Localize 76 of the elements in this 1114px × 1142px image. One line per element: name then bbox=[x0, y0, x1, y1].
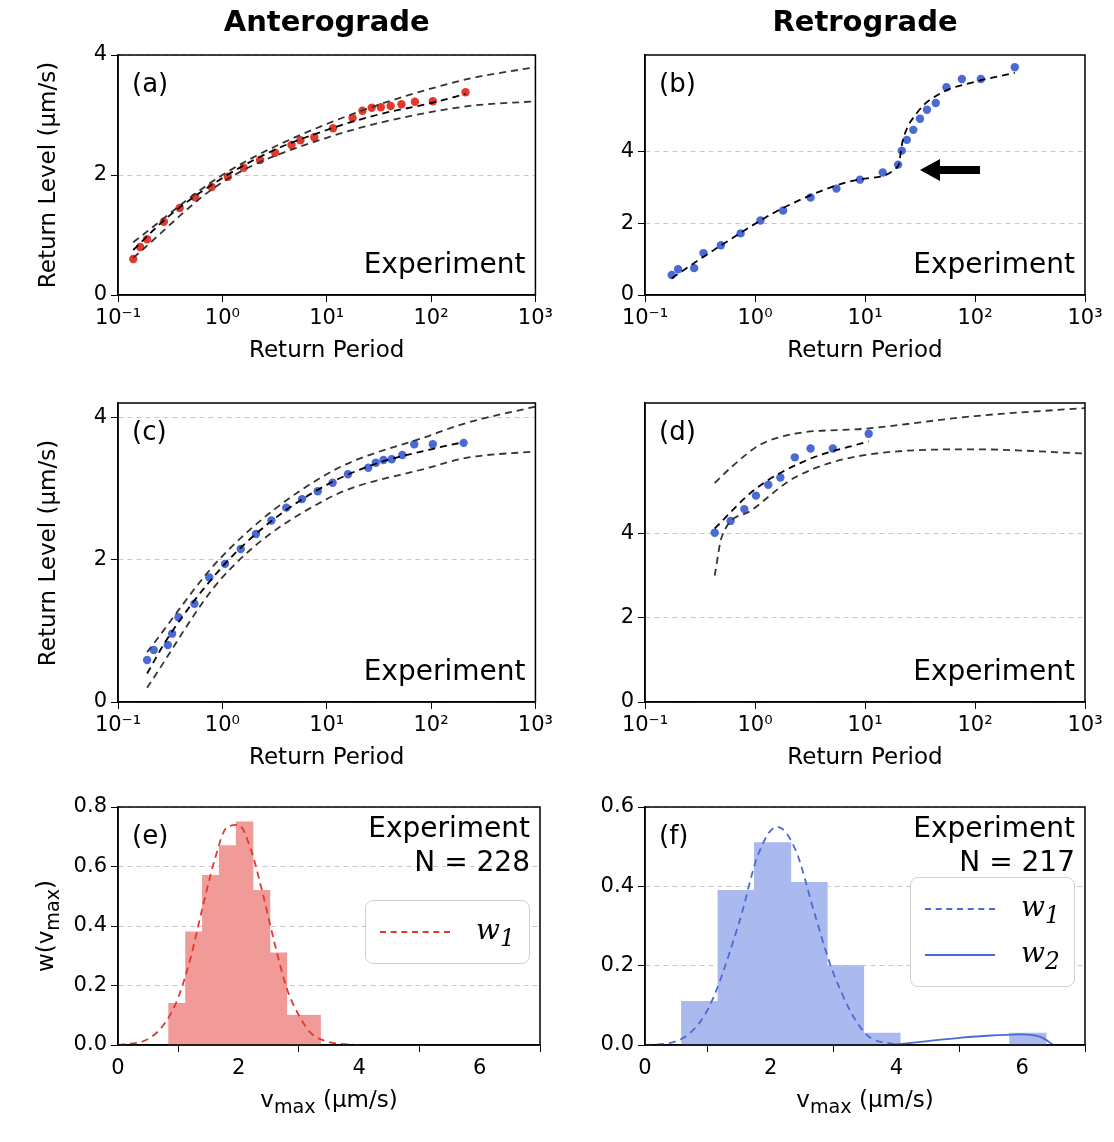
x-tick-label: 4 bbox=[889, 1055, 904, 1080]
annotation: N = 228 bbox=[414, 845, 530, 878]
annotation: Experiment bbox=[368, 811, 530, 844]
x-tick-label: 4 bbox=[352, 1055, 366, 1080]
x-tick-label: 10² bbox=[413, 305, 449, 330]
x-tick-label: 10³ bbox=[1067, 712, 1103, 737]
chart-title: Anterograde bbox=[223, 4, 430, 38]
x-tick-label: 6 bbox=[473, 1055, 487, 1080]
y-tick-label: 0.4 bbox=[73, 912, 107, 937]
x-tick-label: 10¹ bbox=[309, 305, 345, 330]
x-tick-label: 10³ bbox=[517, 305, 553, 330]
x-tick-label: 6 bbox=[1015, 1055, 1029, 1080]
x-tick-label: 0 bbox=[638, 1055, 652, 1080]
annotation: (e) bbox=[132, 820, 169, 850]
y-axis-title: Return Level (μm/s) bbox=[34, 61, 61, 289]
annotation: Experiment bbox=[913, 247, 1075, 280]
y-tick-label: 0.6 bbox=[600, 793, 634, 818]
x-tick-label: 10⁰ bbox=[737, 712, 773, 737]
annotation: (b) bbox=[659, 68, 696, 98]
chart-title: Retrograde bbox=[772, 4, 958, 38]
y-tick-label: 0 bbox=[620, 688, 634, 713]
y-tick-label: 2 bbox=[93, 161, 107, 186]
annotation: (a) bbox=[132, 68, 169, 98]
legend-label: w$_{1}$ bbox=[1021, 889, 1060, 929]
x-tick-label: 10⁻¹ bbox=[621, 712, 669, 737]
x-tick-label: 10² bbox=[957, 712, 993, 737]
x-tick-label: 10³ bbox=[1067, 305, 1103, 330]
x-tick-label: 10⁰ bbox=[737, 305, 773, 330]
y-tick-label: 2 bbox=[93, 546, 107, 571]
x-tick-label: 10⁻¹ bbox=[94, 305, 142, 330]
annotation: (c) bbox=[132, 416, 167, 446]
y-tick-label: 0.2 bbox=[600, 952, 634, 977]
x-tick-label: 10⁰ bbox=[204, 712, 240, 737]
y-tick-label: 0 bbox=[93, 281, 107, 306]
y-tick-label: 4 bbox=[620, 138, 634, 163]
y-tick-label: 0.8 bbox=[73, 793, 107, 818]
annotation: N = 217 bbox=[959, 845, 1075, 878]
y-tick-label: 0.4 bbox=[600, 872, 634, 897]
x-tick-label: 10¹ bbox=[847, 305, 883, 330]
x-tick-label: 10² bbox=[957, 305, 993, 330]
annotation: Experiment bbox=[913, 811, 1075, 844]
annotation: Experiment bbox=[363, 654, 526, 687]
y-tick-label: 4 bbox=[620, 520, 634, 544]
y-tick-label: 0.6 bbox=[73, 852, 107, 877]
y-tick-label: 4 bbox=[93, 41, 107, 66]
x-tick-label: 10⁻¹ bbox=[621, 305, 669, 330]
y-tick-label: 2 bbox=[620, 604, 634, 629]
x-tick-label: 10² bbox=[413, 712, 449, 737]
x-tick-label: 10¹ bbox=[309, 712, 345, 737]
y-tick-label: 0.2 bbox=[73, 971, 107, 996]
x-tick-label: 10¹ bbox=[847, 712, 883, 737]
x-axis-title: v$_{max}$ (μm/s) bbox=[260, 1086, 398, 1118]
annotation: (f) bbox=[659, 820, 689, 850]
x-axis-title: Return Period bbox=[249, 336, 405, 363]
x-tick-label: 10³ bbox=[517, 712, 553, 737]
y-tick-label: 4 bbox=[93, 403, 107, 428]
x-tick-label: 2 bbox=[764, 1055, 778, 1080]
x-axis-title: v$_{max}$ (μm/s) bbox=[796, 1086, 934, 1118]
y-tick-label: 0.0 bbox=[600, 1031, 634, 1056]
x-tick-label: 10⁻¹ bbox=[94, 712, 142, 737]
x-tick-label: 10⁰ bbox=[204, 305, 240, 330]
x-axis-title: Return Period bbox=[787, 743, 943, 770]
annotation: Experiment bbox=[913, 654, 1075, 687]
x-tick-label: 2 bbox=[231, 1055, 246, 1080]
y-tick-label: 0 bbox=[93, 688, 107, 713]
y-tick-label: 0.0 bbox=[73, 1031, 107, 1056]
x-tick-label: 0 bbox=[111, 1055, 125, 1080]
y-tick-label: 0 bbox=[620, 281, 634, 306]
annotation: (d) bbox=[659, 416, 696, 446]
legend-label: w$_{1}$ bbox=[476, 912, 515, 952]
y-axis-title: Return Level (μm/s) bbox=[34, 439, 61, 666]
annotation: Experiment bbox=[363, 247, 526, 280]
x-axis-title: Return Period bbox=[787, 336, 943, 363]
x-axis-title: Return Period bbox=[249, 743, 405, 770]
y-tick-label: 2 bbox=[620, 209, 634, 234]
legend-label: w$_{2}$ bbox=[1021, 935, 1060, 975]
